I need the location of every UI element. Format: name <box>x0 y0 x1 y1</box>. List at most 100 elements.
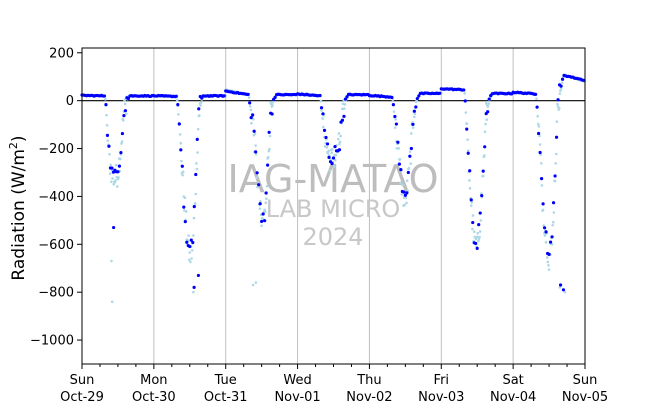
data-point-light <box>468 179 471 182</box>
data-point-dark <box>406 170 410 175</box>
data-point-light <box>413 112 417 116</box>
data-point-dark <box>538 150 542 155</box>
outlier-point-light <box>558 286 562 289</box>
data-point-dark <box>342 114 346 118</box>
outlier-point-dark <box>112 225 116 230</box>
data-point-light <box>342 107 346 110</box>
data-point-light <box>463 92 466 95</box>
data-point-light <box>474 237 478 241</box>
data-point-light <box>119 157 122 161</box>
data-point-dark <box>249 115 253 120</box>
data-point-light <box>339 134 342 138</box>
data-point-light <box>546 260 550 264</box>
data-point-dark <box>189 238 193 242</box>
data-point-dark <box>263 219 267 223</box>
y-tick-label: −600 <box>38 238 74 253</box>
data-point-light <box>105 113 108 117</box>
data-point-dark <box>340 118 345 122</box>
data-point-light <box>555 120 559 123</box>
y-tick-label: −200 <box>38 142 74 157</box>
data-point-light <box>251 117 255 121</box>
outlier-point-dark <box>196 273 201 278</box>
data-point-dark <box>474 241 478 246</box>
data-point-light <box>193 202 197 205</box>
data-point-light <box>190 257 193 260</box>
data-point-light <box>343 103 347 106</box>
data-point-dark <box>402 190 406 194</box>
data-point-light <box>483 154 486 157</box>
data-point-dark <box>544 230 548 234</box>
data-point-light <box>333 158 337 162</box>
data-point-light <box>468 187 472 190</box>
data-point-light <box>397 147 401 150</box>
data-point-light <box>486 105 490 108</box>
data-point-dark <box>469 198 473 202</box>
data-point-dark <box>393 114 397 119</box>
data-point-light <box>188 251 192 254</box>
data-point-light <box>190 249 194 252</box>
data-point-dark <box>333 144 337 149</box>
data-point-dark <box>477 223 481 227</box>
data-point-light <box>559 87 563 91</box>
data-point-dark <box>391 103 395 107</box>
data-point-light <box>195 167 199 171</box>
data-point-dark <box>414 105 418 109</box>
data-point-light <box>249 108 253 112</box>
data-point-light <box>116 185 119 188</box>
x-tick-day: Sat <box>502 373 523 388</box>
data-point-light <box>476 231 480 235</box>
data-point-light <box>543 234 547 237</box>
watermark-line2: LAB MICRO <box>266 195 401 223</box>
data-point-light <box>247 96 251 99</box>
data-point-light <box>556 102 559 106</box>
data-point-light <box>120 140 124 143</box>
data-point-light <box>326 152 330 155</box>
data-point-light <box>411 126 415 129</box>
data-point-dark <box>267 130 271 134</box>
y-tick-label: 0 <box>66 94 74 109</box>
data-point-light <box>464 111 468 114</box>
x-tick-day: Sun <box>573 373 598 388</box>
data-point-light <box>112 182 116 186</box>
data-point-light <box>264 201 268 205</box>
data-point-dark <box>409 146 413 151</box>
y-tick-label: −400 <box>38 190 74 205</box>
data-point-dark <box>254 150 258 154</box>
data-point-light <box>479 219 483 222</box>
data-point-dark <box>486 110 490 114</box>
data-point-light <box>472 230 476 234</box>
data-point-light <box>477 239 480 243</box>
data-point-dark <box>117 164 122 168</box>
data-point-dark <box>321 112 325 116</box>
data-point-light <box>109 163 113 167</box>
series-dark-points <box>80 73 586 292</box>
data-point-dark <box>110 166 114 170</box>
x-tick-day: Wed <box>283 373 311 388</box>
data-point-light <box>187 258 191 262</box>
data-point-light <box>470 201 474 204</box>
data-point-light <box>320 109 323 112</box>
data-point-light <box>117 176 120 179</box>
data-point-dark <box>463 99 467 103</box>
data-point-dark <box>188 244 192 249</box>
data-point-light <box>408 150 412 154</box>
data-point-light <box>473 235 477 239</box>
data-point-light <box>322 125 325 129</box>
y-axis-title-sup: 2 <box>7 142 20 149</box>
data-point-dark <box>104 102 108 107</box>
data-point-light <box>413 115 416 119</box>
outlier-point-dark <box>192 285 196 289</box>
data-point-light <box>552 211 556 214</box>
x-tick-day: Thu <box>356 373 381 388</box>
data-point-dark <box>554 135 559 139</box>
data-point-light <box>551 220 555 224</box>
data-point-light <box>192 216 196 220</box>
data-point-dark <box>542 226 547 230</box>
data-point-dark <box>194 172 198 177</box>
data-point-light <box>268 134 272 138</box>
data-point-light <box>267 149 271 153</box>
data-point-light <box>484 102 488 105</box>
data-point-dark <box>539 177 544 181</box>
data-point-dark <box>535 105 539 109</box>
